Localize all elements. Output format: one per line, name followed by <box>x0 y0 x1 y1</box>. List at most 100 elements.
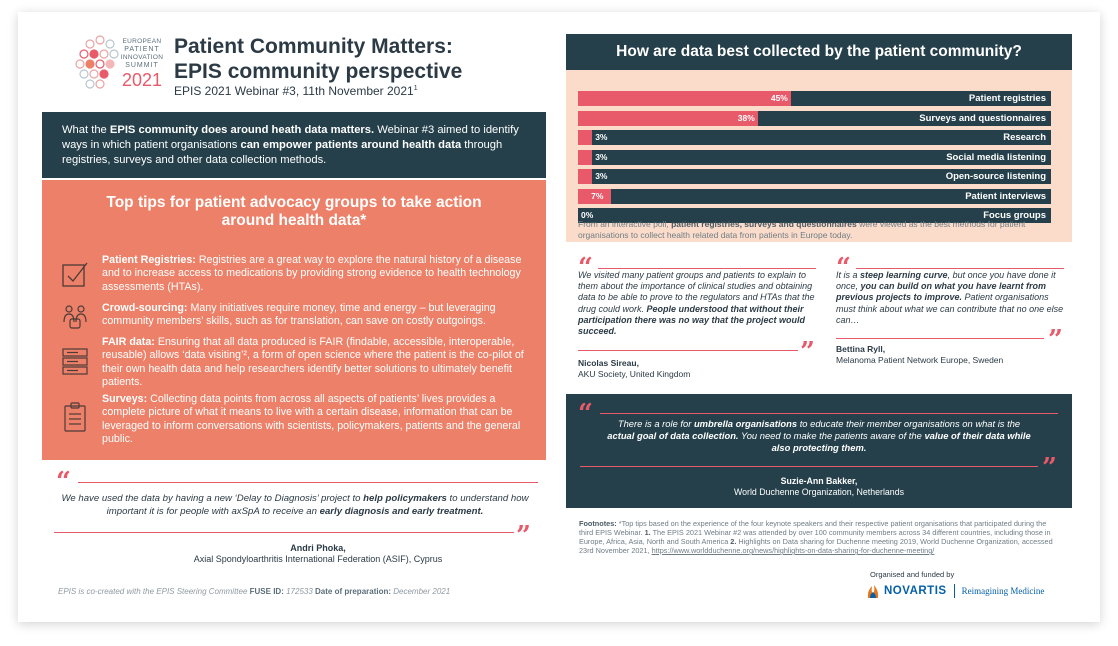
footnotes: Footnotes: *Top tips based on the experi… <box>579 519 1061 555</box>
page-title: Patient Community Matters: EPIS communit… <box>174 34 462 84</box>
intro-bold: EPIS community does around heath data ma… <box>109 124 375 136</box>
novartis-logo: NOVARTIS Reimagining Medicine <box>866 582 1044 600</box>
logo-line-4: SUMMIT <box>125 62 159 69</box>
footnote-text: *Top tips based on the experience of the… <box>579 519 1047 537</box>
quote-divider <box>580 466 1038 467</box>
footer-text: December 2021 <box>391 587 451 596</box>
footnote-number: 2. <box>730 537 737 546</box>
quote-bold: People understood that without their par… <box>578 303 806 337</box>
quote-bold: actual goal of data collection. <box>607 430 739 441</box>
close-quote-icon: ” <box>1042 453 1057 483</box>
logo-line-2: PATIENT <box>124 46 160 53</box>
intro-text: Webinar #3 aimed to identify ways in whi… <box>62 124 519 151</box>
bar-value-label: 7% <box>591 190 604 201</box>
footnote-text: The EPIS 2021 Webinar #2 was attended by… <box>579 528 1051 546</box>
logo-divider <box>953 584 955 598</box>
bar-category-label: Surveys and questionnaires <box>919 112 1046 124</box>
quote-text: It is a <box>836 270 861 280</box>
summit-logo-text: EUROPEAN PATIENT INNOVATION SUMMIT 2021 <box>104 38 180 89</box>
bar-value-label: 45% <box>770 93 788 103</box>
novartis-tagline: Reimagining Medicine <box>961 586 1045 596</box>
tips-title: Top tips for patient advocacy groups to … <box>42 194 546 230</box>
quote-divider <box>54 532 514 533</box>
registry-checkbox-icon <box>62 262 88 287</box>
logo-line-1: EUROPEAN <box>122 38 162 45</box>
quote-divider <box>598 268 816 269</box>
quote-left-text: We have used the data by having a new ‘D… <box>50 493 540 518</box>
poll-title: How are data best collected by the patie… <box>566 34 1072 70</box>
tip-text: Collecting data points from across all a… <box>102 393 521 446</box>
bar-row: 0% Focus groups <box>578 208 1051 223</box>
tips-title-line-1: Top tips for patient advocacy groups to … <box>106 194 482 211</box>
tip-surveys: Surveys: Collecting data points from acr… <box>102 393 534 447</box>
intro-box: What the EPIS community does around heat… <box>42 112 546 178</box>
tip-heading: Crowd-sourcing: <box>102 302 188 314</box>
quote-dark-box: “ There is a role for umbrella organisat… <box>566 394 1072 508</box>
footnotes-label: Footnotes: <box>579 519 617 528</box>
organised-by-label: Organised and funded by <box>870 570 955 579</box>
quote-dark-author: Suzie-Ann Bakker, World Duchenne Organiza… <box>606 476 1032 498</box>
footnote-number: 1. <box>644 528 651 537</box>
quote-divider <box>600 413 1058 414</box>
bar-category-label: Focus groups <box>983 210 1046 221</box>
intro-bold: can empower patients around health data <box>240 139 462 151</box>
quote-bold: early diagnosis and early treatment. <box>319 505 484 517</box>
top-tips-box: Top tips for patient advocacy groups to … <box>42 180 546 460</box>
quote-text: Patient organisations must think about w… <box>836 292 1064 325</box>
title-line-2: EPIS community perspective <box>174 60 463 83</box>
open-quote-icon: “ <box>836 253 851 283</box>
quote-bold: help policymakers <box>363 493 447 504</box>
tip-patient-registries: Patient Registries: Registries are a gre… <box>102 254 534 294</box>
footnote-link[interactable]: https://www.worldduchenne.org/news/highl… <box>651 546 935 555</box>
bar-value-label: 0% <box>581 210 594 220</box>
author-org: Melanoma Patient Network Europe, Sweden <box>836 355 1004 365</box>
close-quote-icon: ” <box>1048 325 1063 355</box>
infographic-sheet: EUROPEAN PATIENT INNOVATION SUMMIT 2021 … <box>18 12 1100 622</box>
close-quote-icon: ” <box>800 337 815 367</box>
quote-bold: steep learning curve <box>860 270 948 280</box>
novartis-name: NOVARTIS <box>884 585 947 597</box>
note-text: were viewed as the best methods for pati… <box>578 219 1026 240</box>
poll-note: From an interactive poll, patient regist… <box>578 219 1060 240</box>
bar-fill <box>578 188 612 204</box>
open-quote-icon: “ <box>578 253 593 283</box>
note-text: From an interactive poll, <box>578 219 672 229</box>
tips-title-line-2: around health data* <box>221 212 367 229</box>
quote-mid-left-text: We visited many patient groups and patie… <box>578 270 816 337</box>
bar-value-label: 3% <box>595 132 608 142</box>
novartis-flame-icon <box>867 585 879 598</box>
author-name: Bettina Ryll, <box>836 344 886 354</box>
quote-text: We visited many patient groups and patie… <box>578 270 815 314</box>
subtitle-text: EPIS 2021 Webinar #3, 11th November 2021 <box>174 84 414 98</box>
tip-heading: Surveys: <box>102 393 148 405</box>
crowd-people-icon <box>63 305 87 329</box>
author-org: Axial Spondyloarthritis International Fe… <box>193 554 443 564</box>
quote-text: There is a role for <box>617 418 694 429</box>
subtitle-footnote-ref: 1 <box>413 85 418 92</box>
note-bold: patient registries, surveys and question… <box>671 219 857 229</box>
bar-fill <box>578 110 758 126</box>
quote-bold: value of their data while also protectin… <box>771 430 1031 453</box>
bar-fill <box>578 169 593 184</box>
survey-clipboard-icon <box>64 402 86 432</box>
open-quote-icon: “ <box>56 467 71 497</box>
bar-row: 45% Patient registries <box>578 91 1051 106</box>
bar-fill <box>578 91 791 106</box>
webinar-subtitle: EPIS 2021 Webinar #3, 11th November 2021… <box>174 84 418 98</box>
bar-category-label: Research <box>1003 132 1046 143</box>
bar-row: 38% Surveys and questionnaires <box>578 110 1051 126</box>
footer-bold: Date of preparation: <box>315 587 392 596</box>
tip-heading: FAIR data: <box>102 336 155 348</box>
bar-fill <box>578 149 593 165</box>
quote-mid-right-author: Bettina Ryll, Melanoma Patient Network Eu… <box>836 344 1003 366</box>
tip-crowd-sourcing: Crowd-sourcing: Many initiatives require… <box>102 302 534 329</box>
quote-divider <box>856 268 1064 269</box>
bar-category-label: Social media listening <box>946 151 1046 163</box>
quote-divider <box>836 338 1044 339</box>
quote-bold: you can build on what you have learnt fr… <box>836 281 1047 303</box>
footnote-text: Highlights on Data sharing for Duchenne … <box>579 537 1053 555</box>
bar-category-label: Patient registries <box>968 93 1046 104</box>
bar-category-label: Open-source listening <box>945 171 1046 182</box>
author-org: AKU Society, United Kingdom <box>578 369 691 379</box>
footer-credits: EPIS is co-created with the EPIS Steerin… <box>58 587 450 596</box>
